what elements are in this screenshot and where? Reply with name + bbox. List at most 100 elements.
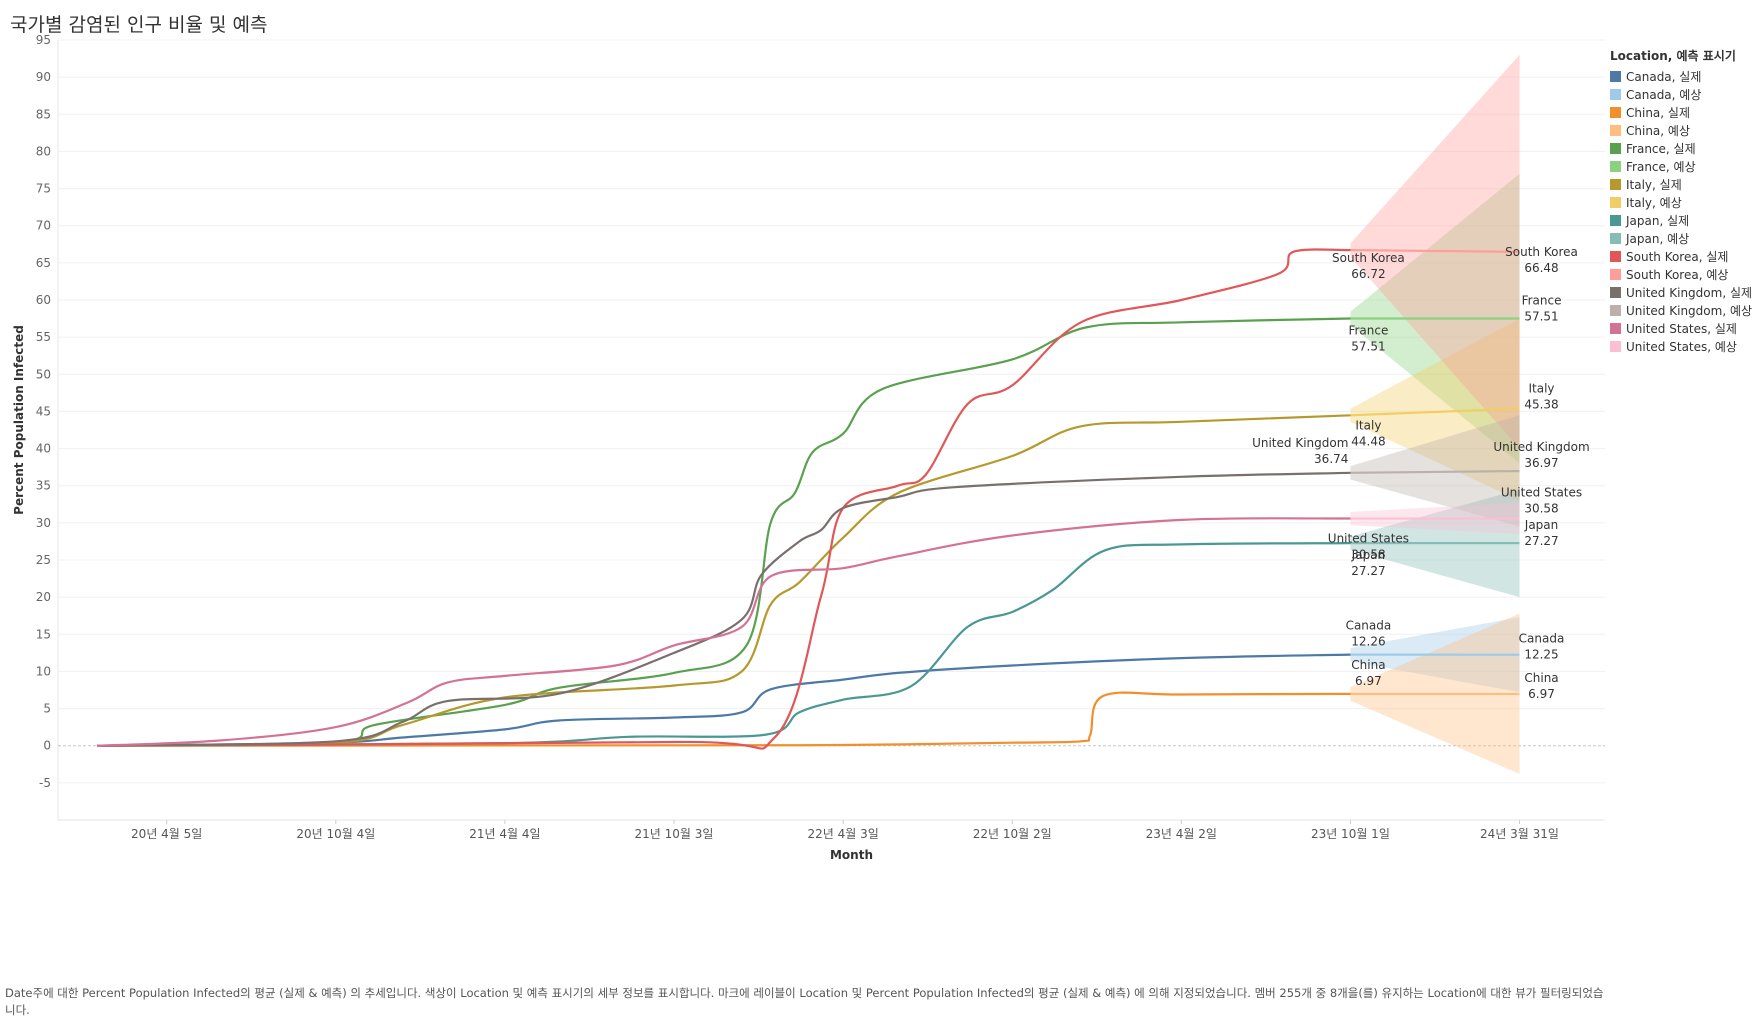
- end-label-united-states: United States 30.58: [1501, 486, 1582, 516]
- x-tick-label: 23년 4월 2일: [1146, 827, 1217, 841]
- y-tick-label: 85: [36, 107, 51, 121]
- legend-swatch: [1610, 214, 1621, 226]
- end-label-united-kingdom: United Kingdom 36.97: [1493, 440, 1589, 470]
- y-tick-label: 25: [36, 553, 51, 567]
- legend-swatch: [1610, 160, 1621, 172]
- y-tick-label: 80: [36, 144, 51, 158]
- start-label-united-kingdom: United Kingdom 36.74: [1252, 436, 1348, 466]
- legend-swatch: [1610, 304, 1621, 316]
- x-tick-label: 21년 10월 3일: [635, 827, 714, 841]
- legend-label: China, 실제: [1626, 105, 1690, 120]
- legend-swatch: [1610, 250, 1621, 262]
- actual-line-united-states: [96, 517, 1352, 747]
- legend-item: South Korea, 실제: [1610, 247, 1752, 265]
- legend-swatch: [1610, 88, 1621, 100]
- legend-label: Canada, 예상: [1626, 87, 1702, 102]
- legend-item: France, 실제: [1610, 139, 1752, 157]
- x-tick-label: 20년 10월 4일: [296, 827, 375, 841]
- y-tick-label: -5: [39, 776, 51, 790]
- y-tick-label: 35: [36, 479, 51, 493]
- x-axis-title: Month: [830, 848, 873, 862]
- legend-swatch: [1610, 268, 1621, 280]
- start-label-canada: Canada 12.26: [1346, 619, 1392, 649]
- legend-label: United Kingdom, 실제: [1626, 285, 1753, 300]
- y-tick-label: 50: [36, 367, 51, 381]
- forecast-line-italy: [1350, 407, 1520, 417]
- actual-line-south-korea: [96, 248, 1352, 750]
- y-tick-label: 70: [36, 219, 51, 233]
- legend-item: United Kingdom, 예상: [1610, 301, 1752, 319]
- forecast-line-united-kingdom: [1350, 469, 1520, 474]
- legend-item: China, 실제: [1610, 103, 1752, 121]
- legend: Location, 예측 표시기 Canada, 실제 Canada, 예상 Chi…: [1610, 47, 1752, 355]
- actual-line-china: [96, 691, 1352, 747]
- legend-item: Canada, 실제: [1610, 67, 1752, 85]
- legend-label: South Korea, 실제: [1626, 249, 1729, 264]
- end-label-france: France 57.51: [1522, 293, 1562, 323]
- y-tick-label: 75: [36, 182, 51, 196]
- legend-swatch: [1610, 232, 1621, 244]
- end-label-china: China 6.97: [1524, 671, 1558, 701]
- actual-line-canada: [96, 653, 1352, 747]
- legend-item: France, 예상: [1610, 157, 1752, 175]
- legend-label: Italy, 예상: [1626, 195, 1682, 210]
- legend-item: China, 예상: [1610, 121, 1752, 139]
- legend-label: China, 예상: [1626, 123, 1690, 138]
- legend-label: Canada, 실제: [1626, 69, 1702, 84]
- legend-label: United States, 예상: [1626, 339, 1737, 354]
- y-tick-label: 40: [36, 442, 51, 456]
- y-tick-label: 95: [36, 33, 51, 47]
- actual-line-united-kingdom: [96, 471, 1352, 747]
- legend-label: Japan, 실제: [1626, 213, 1690, 228]
- y-tick-label: 15: [36, 627, 51, 641]
- x-tick-label: 21년 4월 4일: [469, 827, 540, 841]
- forecast-line-south-korea: [1350, 248, 1520, 253]
- y-tick-label: 60: [36, 293, 51, 307]
- actual-line-france: [96, 317, 1352, 747]
- legend-label: United States, 실제: [1626, 321, 1737, 336]
- legend-swatch: [1610, 70, 1621, 82]
- y-tick-label: 0: [43, 739, 51, 753]
- series-lines: [96, 248, 1520, 750]
- end-label-south-korea: South Korea 66.48: [1505, 245, 1578, 275]
- legend-label: United Kingdom, 예상: [1626, 303, 1753, 318]
- legend-label: France, 실제: [1626, 141, 1696, 156]
- axes: -5 0 5 10 15 20 25 30 35 40 45 50 55 60 65 70 75 80 85 90 95…: [12, 33, 1559, 862]
- y-axis-title: Percent Population Infected: [12, 325, 26, 515]
- y-tick-label: 5: [43, 702, 51, 716]
- legend-swatch: [1610, 142, 1621, 154]
- legend-item: Italy, 실제: [1610, 175, 1752, 193]
- legend-swatch: [1610, 124, 1621, 136]
- x-tick-label: 22년 4월 3일: [807, 827, 878, 841]
- mark-labels: Canada 12.26 Canada 12.25 China 6.97 China 6.97…: [1252, 245, 1590, 701]
- legend-label: Japan, 예상: [1626, 231, 1690, 246]
- chart-title: 국가별 감염된 인구 비율 및 예측: [10, 14, 268, 36]
- actual-line-italy: [96, 414, 1352, 747]
- y-tick-label: 90: [36, 70, 51, 84]
- y-tick-label: 55: [36, 330, 51, 344]
- y-tick-label: 65: [36, 256, 51, 270]
- forecast-band-italy: [1350, 318, 1520, 501]
- chart-caption: Date주에 대한 Percent Population Infected의 평…: [5, 986, 1604, 1017]
- end-label-italy: Italy 45.38: [1524, 382, 1558, 412]
- x-tick-label: 23년 10월 1일: [1311, 827, 1390, 841]
- y-tick-label: 10: [36, 664, 51, 678]
- legend-title: Location, 예측 표시기: [1610, 49, 1736, 63]
- legend-item: Italy, 예상: [1610, 193, 1752, 211]
- legend-label: South Korea, 예상: [1626, 267, 1729, 282]
- start-label-france: France 57.51: [1348, 323, 1388, 353]
- legend-swatch: [1610, 286, 1621, 298]
- legend-item: United Kingdom, 실제: [1610, 283, 1752, 301]
- legend-swatch: [1610, 178, 1621, 190]
- legend-item: United States, 실제: [1610, 319, 1752, 337]
- start-label-italy: Italy 44.48: [1351, 418, 1385, 448]
- start-label-south-korea: South Korea 66.72: [1332, 251, 1405, 281]
- legend-item: United States, 예상: [1610, 337, 1752, 355]
- x-tick-label: 24년 3월 31일: [1480, 827, 1559, 841]
- legend-label: Italy, 실제: [1626, 177, 1682, 192]
- legend-label: France, 예상: [1626, 159, 1696, 174]
- y-tick-label: 20: [36, 590, 51, 604]
- legend-item: Canada, 예상: [1610, 85, 1752, 103]
- x-tick-label: 22년 10월 2일: [973, 827, 1052, 841]
